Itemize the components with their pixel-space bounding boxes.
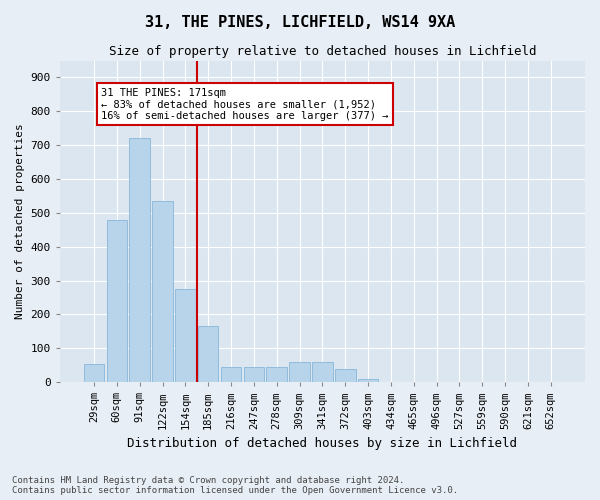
Bar — [358, 379, 379, 382]
Bar — [312, 362, 332, 382]
Text: Contains HM Land Registry data © Crown copyright and database right 2024.
Contai: Contains HM Land Registry data © Crown c… — [12, 476, 458, 495]
Bar — [335, 368, 356, 382]
Bar — [175, 289, 196, 382]
X-axis label: Distribution of detached houses by size in Lichfield: Distribution of detached houses by size … — [127, 437, 517, 450]
Bar — [266, 367, 287, 382]
Bar — [130, 138, 150, 382]
Text: 31, THE PINES, LICHFIELD, WS14 9XA: 31, THE PINES, LICHFIELD, WS14 9XA — [145, 15, 455, 30]
Bar — [289, 362, 310, 382]
Bar — [244, 367, 264, 382]
Bar — [152, 201, 173, 382]
Bar — [221, 367, 241, 382]
Y-axis label: Number of detached properties: Number of detached properties — [15, 124, 25, 319]
Text: 31 THE PINES: 171sqm
← 83% of detached houses are smaller (1,952)
16% of semi-de: 31 THE PINES: 171sqm ← 83% of detached h… — [101, 88, 388, 121]
Bar — [84, 364, 104, 382]
Title: Size of property relative to detached houses in Lichfield: Size of property relative to detached ho… — [109, 45, 536, 58]
Bar — [198, 326, 218, 382]
Bar — [107, 220, 127, 382]
